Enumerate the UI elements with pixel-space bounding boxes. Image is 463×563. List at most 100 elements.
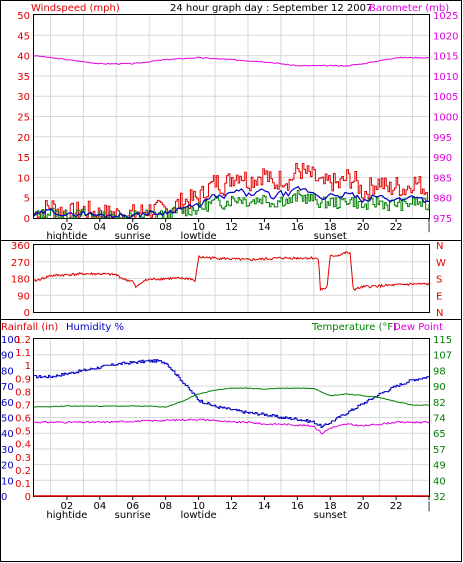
humidity-tick-label: 0 (1, 492, 7, 503)
temperature-axis-title: Temperature (°F) (311, 322, 397, 333)
rainfall-tick-label: 0.8 (15, 387, 31, 398)
direction-degree-label: 270 (11, 258, 30, 269)
temperature-tick-label: 49 (433, 461, 446, 472)
rainfall-tick-label: 1.1 (15, 348, 31, 359)
panel-wind-time-axis: 02 04 06 08 10 12 14 16 18 20 22 | hightide sunrise lo… (46, 218, 431, 242)
rainfall-tick-label: 0.9 (15, 374, 31, 385)
rainfall-tick-label: 0.1 (15, 479, 31, 490)
temperature-tick-labels: 115 107 98 90 82 74 65 57 49 40 32 (433, 335, 452, 503)
rainfall-tick-label: 0.2 (15, 466, 31, 477)
time-tick-label: 04 (93, 222, 106, 233)
windspeed-tick-label: 45 (17, 31, 30, 42)
temperature-tick-label: 90 (433, 382, 446, 393)
time-tick-label: 02 (61, 222, 74, 233)
time-tick-label: 08 (159, 222, 172, 233)
barometer-tick-label: 1015 (433, 52, 458, 63)
wind-direction-line (33, 250, 430, 292)
time-tick-label: 10 (192, 501, 205, 512)
time-tick-label: 04 (93, 501, 106, 512)
barometer-tick-label: 985 (433, 173, 452, 184)
temperature-tick-label: 57 (433, 445, 446, 456)
barometer-tick-label: 1025 (433, 11, 458, 22)
humidity-tick-label: 90 (1, 351, 14, 362)
rainfall-tick-label: 0.6 (15, 414, 31, 425)
time-tick-label: 12 (225, 501, 238, 512)
direction-degree-label: 90 (17, 291, 30, 302)
windspeed-tick-label: 35 (17, 72, 30, 83)
time-tick-label: 20 (357, 501, 370, 512)
humidity-tick-label: 80 (1, 366, 14, 377)
time-tick-label: 06 (126, 501, 139, 512)
barometer-tick-label: 980 (433, 194, 452, 205)
time-tick-label: 16 (291, 501, 304, 512)
event-label: hightide (46, 231, 87, 242)
windspeed-tick-label: 5 (24, 194, 30, 205)
humidity-line (34, 359, 430, 428)
rainfall-tick-label: 0.3 (15, 453, 31, 464)
humidity-tick-label: 20 (1, 461, 14, 472)
windspeed-tick-label: 50 (17, 11, 30, 22)
time-tick-label: 02 (61, 501, 74, 512)
direction-compass-label: N (436, 241, 443, 252)
windspeed-tick-label: 10 (17, 173, 30, 184)
humidity-tick-label: 60 (1, 398, 14, 409)
rainfall-tick-label: 1.2 (15, 335, 31, 346)
time-tick-label: 18 (324, 501, 337, 512)
event-label: lowtide (180, 231, 216, 242)
temperature-tick-label: 107 (433, 351, 452, 362)
temperature-tick-label: 82 (433, 398, 446, 409)
event-label: lowtide (180, 510, 216, 521)
panel-temperature-time-axis: 02 04 06 08 10 12 14 16 18 20 22 | hightide sunrise lo… (46, 496, 431, 521)
humidity-tick-label: 30 (1, 445, 14, 456)
time-tick-label: 08 (159, 501, 172, 512)
rainfall-tick-label: 0.5 (15, 427, 31, 438)
event-label: sunrise (115, 510, 151, 521)
event-label: sunrise (115, 231, 151, 242)
time-tick-label: 06 (126, 222, 139, 233)
windspeed-tick-labels: 0 5 10 15 20 25 30 35 40 45 50 (17, 11, 30, 225)
temperature-tick-label: 32 (433, 492, 446, 503)
direction-degree-label: 360 (11, 241, 30, 252)
windspeed-tick-label: 40 (17, 52, 30, 63)
panel-direction-series (33, 250, 430, 292)
wind-low-line (34, 189, 430, 219)
barometer-tick-label: 975 (433, 214, 452, 225)
barometer-tick-label: 1000 (433, 113, 458, 124)
event-label: sunset (314, 231, 347, 242)
rainfall-tick-label: 1 (25, 361, 31, 372)
direction-degree-label: 180 (11, 275, 30, 286)
barometer-line (33, 55, 430, 67)
time-tick-label: 12 (225, 222, 238, 233)
graph-title: 24 hour graph day : September 12 2007 (170, 3, 372, 14)
humidity-tick-label: 70 (1, 382, 14, 393)
time-tick-label: 14 (258, 501, 271, 512)
time-tick-label: | (427, 222, 430, 233)
time-tick-label: 22 (390, 501, 403, 512)
rainfall-tick-labels: 1.2 1.1 1 0.9 0.8 0.7 0.6 0.5 0.4 0.3 0.2 0.1 0 (15, 335, 31, 503)
barometer-tick-label: 1005 (433, 92, 458, 103)
direction-compass-label: S (436, 275, 442, 286)
rainfall-tick-label: 0.4 (15, 440, 31, 451)
temperature-tick-label: 74 (433, 414, 446, 425)
direction-degree-label: 0 (24, 308, 30, 319)
windspeed-tick-label: 0 (24, 214, 30, 225)
humidity-tick-label: 40 (1, 429, 14, 440)
barometer-tick-label: 995 (433, 133, 452, 144)
humidity-tick-label: 10 (1, 476, 14, 487)
humidity-tick-label: 50 (1, 414, 14, 425)
rainfall-tick-label: 0 (25, 492, 31, 503)
windspeed-tick-label: 25 (17, 113, 30, 124)
temperature-tick-label: 115 (433, 335, 452, 346)
event-label: hightide (46, 510, 87, 521)
rainfall-axis-title: Rainfall (in) (1, 322, 58, 333)
temperature-tick-label: 40 (433, 476, 446, 487)
direction-compass-label: E (436, 291, 442, 302)
time-tick-label: 22 (390, 222, 403, 233)
time-tick-label: 10 (192, 222, 205, 233)
